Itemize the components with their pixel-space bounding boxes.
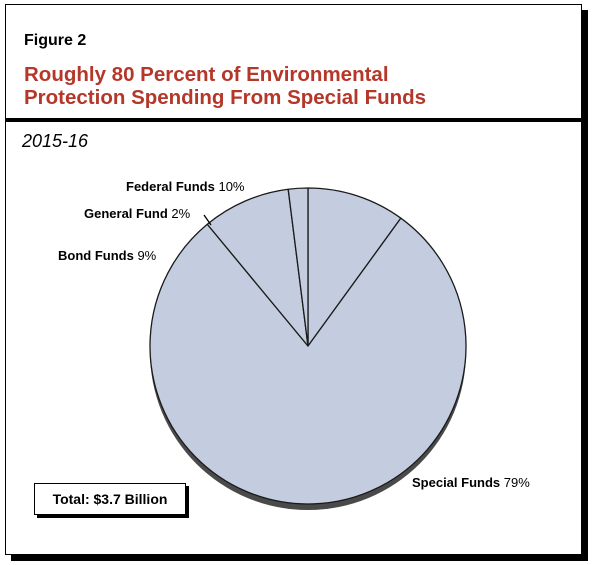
pie-slice-general-fund: [287, 187, 309, 347]
slice-label-special-funds: Special Funds 79%: [412, 475, 530, 490]
slice-label-federal-funds: Federal Funds 10%: [126, 179, 245, 194]
title-line-1: Roughly 80 Percent of Environmental: [24, 63, 389, 86]
figure-title: Roughly 80 Percent of Environmental Prot…: [24, 63, 564, 109]
slice-label-general-fund: General Fund 2%: [84, 206, 191, 221]
pie-slice-federal-funds: [307, 187, 402, 347]
title-divider: [6, 118, 581, 122]
slice-label-bond-funds: Bond Funds 9%: [58, 248, 157, 263]
leader-line-general-fund: [203, 214, 212, 226]
chart-subtitle: 2015-16: [22, 131, 89, 151]
title-line-2: Protection Spending From Special Funds: [24, 86, 427, 109]
pie-slice-bond-funds: [206, 188, 309, 347]
figure-label: Figure 2: [24, 32, 87, 49]
pie-slice-special-funds: [149, 217, 467, 505]
total-box: Total: $3.7 Billion: [34, 483, 186, 515]
